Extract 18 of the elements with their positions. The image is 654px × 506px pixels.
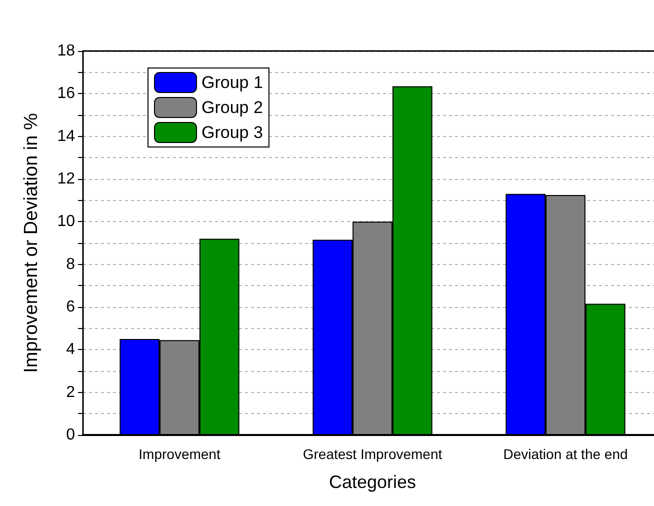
y-tick-label: 18 <box>57 42 76 60</box>
y-tick-label: 2 <box>66 384 76 401</box>
y-tick-label: 16 <box>57 85 76 102</box>
x-axis-title: Categories <box>328 472 416 492</box>
y-tick-label: 6 <box>66 298 76 316</box>
legend-label: Group 2 <box>202 98 263 117</box>
y-tick-label: 4 <box>66 341 76 358</box>
y-tick-label: 12 <box>57 170 76 188</box>
legend-label: Group 3 <box>202 123 263 142</box>
y-tick-label: 8 <box>66 256 76 273</box>
y-tick-label: 14 <box>57 128 76 145</box>
x-tick-label: Improvement <box>138 446 220 462</box>
y-tick-label: 0 <box>66 426 76 444</box>
y-tick-label: 10 <box>57 213 76 230</box>
x-tick-label: Greatest Improvement <box>302 446 442 462</box>
legend-label: Group 1 <box>202 73 263 92</box>
y-axis-title: Improvement or Deviation in % <box>21 113 42 373</box>
x-tick-label: Deviation at the end <box>503 446 628 462</box>
